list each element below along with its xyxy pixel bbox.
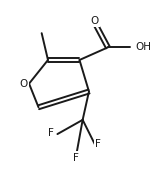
Text: F: F <box>48 128 54 138</box>
Text: F: F <box>95 139 101 149</box>
Text: F: F <box>73 153 79 163</box>
Text: OH: OH <box>135 42 152 52</box>
Text: O: O <box>19 79 28 89</box>
Text: O: O <box>90 16 99 26</box>
